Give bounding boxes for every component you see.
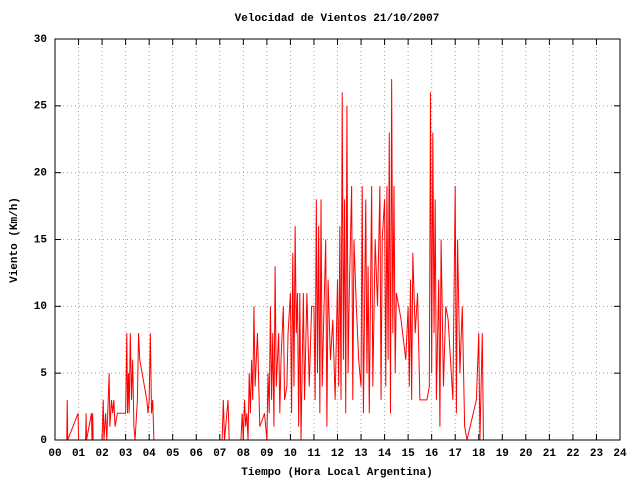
x-tick-label: 11 (307, 448, 321, 460)
x-tick-label: 16 (425, 448, 438, 460)
y-tick-label: 15 (34, 234, 48, 246)
y-tick-label: 0 (40, 435, 47, 447)
x-tick-label: 19 (496, 448, 509, 460)
y-tick-label: 30 (34, 34, 47, 46)
x-tick-label: 12 (331, 448, 344, 460)
x-tick-label: 02 (95, 448, 108, 460)
y-tick-label: 5 (40, 368, 47, 380)
x-tick-label: 00 (48, 448, 61, 460)
x-tick-label: 10 (284, 448, 297, 460)
data-line (66, 79, 486, 441)
x-tick-label: 13 (354, 448, 368, 460)
x-tick-label: 06 (190, 448, 203, 460)
y-axis-label: Viento (Km/h) (9, 197, 21, 283)
x-tick-label: 15 (402, 448, 416, 460)
x-tick-label: 17 (449, 448, 462, 460)
x-tick-label: 23 (590, 448, 604, 460)
y-tick-label: 25 (34, 101, 48, 113)
x-tick-label: 01 (72, 448, 86, 460)
chart-title: Velocidad de Vientos 21/10/2007 (235, 13, 440, 25)
x-tick-label: 14 (378, 448, 392, 460)
x-tick-label: 24 (613, 448, 627, 460)
x-tick-label: 04 (143, 448, 157, 460)
x-tick-label: 22 (566, 448, 579, 460)
x-tick-label: 18 (472, 448, 486, 460)
x-tick-label: 05 (166, 448, 180, 460)
y-tick-label: 20 (34, 168, 47, 180)
x-tick-label: 20 (519, 448, 532, 460)
plot-frame (54, 38, 621, 441)
x-tick-label: 08 (237, 448, 251, 460)
x-tick-label: 09 (260, 448, 273, 460)
x-tick-label: 07 (213, 448, 226, 460)
x-axis-label: Tiempo (Hora Local Argentina) (241, 467, 432, 479)
y-tick-label: 10 (34, 301, 47, 313)
x-tick-label: 21 (543, 448, 557, 460)
x-tick-label: 03 (119, 448, 133, 460)
